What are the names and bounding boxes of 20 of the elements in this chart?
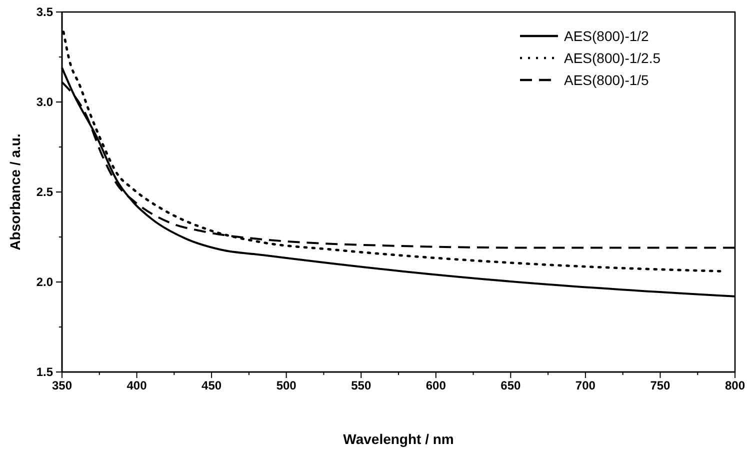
y-axis-title: Absorbance / a.u. xyxy=(7,134,23,250)
x-tick-label: 350 xyxy=(52,378,72,393)
x-tick-label: 450 xyxy=(202,378,222,393)
x-tick-label: 650 xyxy=(500,378,521,393)
x-tick-label: 400 xyxy=(126,378,148,393)
legend-label: AES(800)-1/2.5 xyxy=(564,50,661,66)
x-tick-label: 800 xyxy=(724,378,746,393)
y-tick-label: 1.5 xyxy=(36,364,54,379)
y-tick-label: 3.5 xyxy=(36,4,54,19)
x-tick-label: 600 xyxy=(426,378,446,393)
x-tick-label: 750 xyxy=(650,378,671,393)
y-tick-label: 2.5 xyxy=(36,184,54,199)
legend-label: AES(800)-1/2 xyxy=(564,28,650,44)
x-tick-label: 550 xyxy=(351,378,372,393)
x-tick-label: 700 xyxy=(575,378,596,393)
y-tick-label: 3.0 xyxy=(36,94,54,109)
y-tick-label: 2.0 xyxy=(36,274,54,289)
legend-label: AES(800)-1/5 xyxy=(564,72,650,88)
x-axis-title: Wavelenght / nm xyxy=(343,431,454,447)
x-tick-label: 500 xyxy=(276,378,297,393)
